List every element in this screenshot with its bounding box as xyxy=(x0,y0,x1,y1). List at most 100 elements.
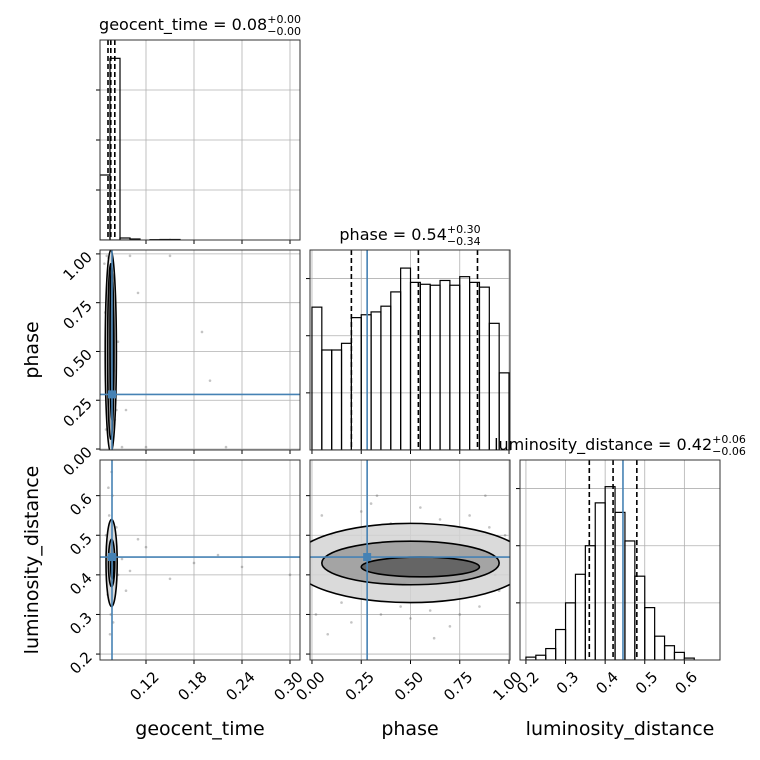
sample-point xyxy=(503,533,507,537)
histogram-bar xyxy=(654,635,666,660)
histogram-bar xyxy=(400,267,412,450)
sample-point xyxy=(409,617,412,620)
sample-point xyxy=(120,557,124,561)
sample-point xyxy=(399,605,402,608)
sample-point xyxy=(108,632,112,636)
sample-point xyxy=(468,514,471,517)
histogram-bar xyxy=(644,607,656,660)
truth-marker xyxy=(363,553,372,562)
sample-point xyxy=(488,526,491,529)
sample-point xyxy=(116,340,120,344)
y-tick-label: 0.4 xyxy=(66,569,96,599)
sample-point xyxy=(379,613,383,616)
sample-point xyxy=(359,510,363,513)
histogram-bar xyxy=(663,645,676,660)
histogram-bar xyxy=(459,276,471,450)
x-tick-label: 0.3 xyxy=(553,668,583,698)
sample-point xyxy=(478,605,481,608)
plot-area xyxy=(525,460,695,660)
histogram-bar xyxy=(555,628,567,660)
sample-point xyxy=(105,254,109,258)
axes-frame xyxy=(99,459,301,661)
sample-point xyxy=(438,518,442,521)
sample-point xyxy=(432,636,436,640)
histogram-bar xyxy=(535,654,547,660)
sample-point xyxy=(136,537,140,541)
sample-point xyxy=(168,577,172,581)
sample-point xyxy=(340,601,343,604)
y-tick-label: 0.50 xyxy=(59,346,95,382)
histogram-bar xyxy=(478,286,490,450)
panel-title: geocent_time = 0.08+0.00 −0.00 xyxy=(99,13,301,38)
x-tick-label: 0.25 xyxy=(342,668,378,704)
sample-point xyxy=(375,494,379,497)
x-axis-label: phase xyxy=(381,718,438,740)
sample-point xyxy=(448,625,452,628)
sample-point xyxy=(320,514,324,517)
contour xyxy=(360,556,481,578)
sample-point xyxy=(115,526,118,529)
y-tick-label: 0.6 xyxy=(66,490,96,520)
histogram-bar xyxy=(311,306,323,450)
title-upper: +0.30 xyxy=(447,223,481,236)
x-tick-label: 0.75 xyxy=(440,668,476,704)
panel: 0.12 0.18 0.24 0.300.20.30.40.50.6geocent_t… xyxy=(21,459,307,740)
sample-point xyxy=(124,408,128,412)
sample-point xyxy=(428,609,432,612)
sample-point xyxy=(128,569,132,573)
axes-frame xyxy=(309,459,511,661)
histogram-bar xyxy=(545,647,557,660)
sample-point xyxy=(120,445,124,449)
panel: phase = 0.54+0.30 −0.34 xyxy=(306,223,511,454)
histogram-bar xyxy=(488,322,500,450)
plot-area xyxy=(100,460,300,660)
histogram-bar xyxy=(340,342,352,450)
title-main: geocent_time = 0.08 xyxy=(99,15,267,35)
histogram-bar xyxy=(350,317,362,450)
x-axis-label: geocent_time xyxy=(135,718,264,740)
histogram-bar xyxy=(564,602,577,660)
sample-point xyxy=(144,545,148,549)
sample-point xyxy=(192,561,196,565)
histogram-bar xyxy=(594,502,606,660)
sample-point xyxy=(200,330,204,334)
sample-point xyxy=(124,589,128,592)
sample-point xyxy=(144,445,148,449)
title-lower: −0.06 xyxy=(712,445,746,458)
plot-area xyxy=(100,250,300,450)
histogram-bar xyxy=(574,573,586,660)
sample-point xyxy=(288,573,292,577)
sample-point xyxy=(107,514,111,517)
sample-point xyxy=(208,379,212,383)
sample-point xyxy=(216,553,220,557)
x-tick-label: 0.2 xyxy=(513,668,543,698)
axes-frame xyxy=(309,249,511,451)
y-tick-label: 0.25 xyxy=(59,394,95,430)
plot-area xyxy=(100,40,181,240)
axes-frame xyxy=(99,39,301,241)
panel-title: luminosity_distance = 0.42+0.06 −0.06 xyxy=(494,433,746,458)
y-tick-label: 0.2 xyxy=(66,648,96,678)
panel: geocent_time = 0.08+0.00 −0.00 xyxy=(96,13,301,244)
x-tick-label: 0.5 xyxy=(632,668,662,698)
sample-point xyxy=(419,506,422,509)
sample-point xyxy=(458,613,462,616)
y-axis-label: phase xyxy=(21,321,43,378)
sample-point xyxy=(350,621,353,624)
histogram-bar xyxy=(370,311,382,450)
histogram-bar xyxy=(390,291,402,450)
histogram-bar xyxy=(321,349,333,450)
y-tick-label: 1.00 xyxy=(59,248,95,284)
y-tick-label: 0.00 xyxy=(59,443,95,479)
sample-point xyxy=(326,632,330,636)
histogram-bar xyxy=(673,651,685,660)
truth-marker xyxy=(108,390,116,399)
axes-frame xyxy=(99,249,301,451)
sample-point xyxy=(240,565,244,569)
sample-point xyxy=(107,486,110,490)
title-main: luminosity_distance = 0.42 xyxy=(494,435,712,455)
panel-title: phase = 0.54+0.30 −0.34 xyxy=(339,223,480,248)
sample-point xyxy=(103,262,106,265)
